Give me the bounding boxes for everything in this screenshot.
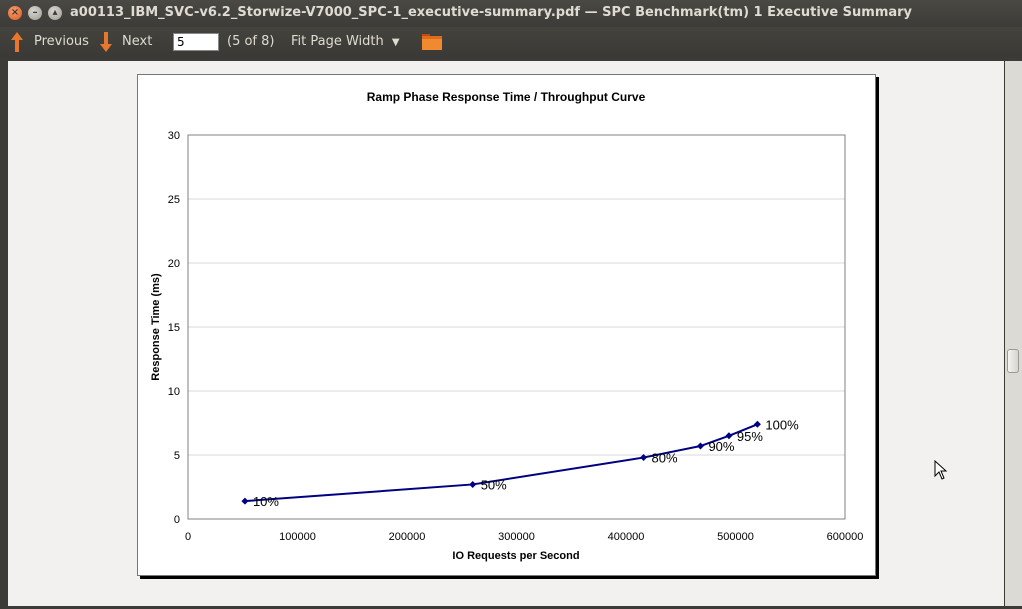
- data-point-marker: [753, 420, 761, 428]
- data-point-marker: [725, 432, 733, 440]
- y-tick-label: 0: [174, 514, 180, 526]
- maximize-icon[interactable]: ▴: [48, 6, 62, 20]
- y-tick-label: 25: [168, 194, 180, 206]
- data-point-marker: [469, 480, 477, 488]
- data-point-label: 100%: [765, 417, 799, 432]
- y-tick-label: 10: [168, 386, 180, 398]
- x-tick-label: 500000: [717, 531, 754, 543]
- data-point-label: 95%: [737, 429, 763, 444]
- data-points: 10% 50% 80% 90%95%100%: [241, 417, 799, 509]
- x-tick-label: 400000: [608, 531, 645, 543]
- up-arrow-icon[interactable]: [10, 31, 24, 53]
- series-line: [244, 423, 758, 503]
- zoom-select-label: Fit Page Width: [291, 34, 384, 49]
- chart-grid: [188, 198, 845, 456]
- x-tick-label: 0: [185, 531, 191, 543]
- document-view[interactable]: Ramp Phase Response Time / Throughput Cu…: [8, 61, 1004, 606]
- chart-title: Ramp Phase Response Time / Throughput Cu…: [367, 90, 646, 104]
- x-tick-label: 200000: [389, 531, 426, 543]
- zoom-select[interactable]: Fit Page Width ▼: [291, 34, 400, 49]
- page-count: (5 of 8): [227, 34, 275, 49]
- dropdown-arrow-icon: ▼: [391, 37, 400, 48]
- chart: Ramp Phase Response Time / Throughput Cu…: [150, 90, 863, 562]
- data-point-label: 90%: [708, 439, 734, 454]
- close-icon[interactable]: ×: [8, 6, 22, 20]
- previous-button[interactable]: Previous: [34, 34, 89, 49]
- x-tick-label: 100000: [279, 531, 316, 543]
- toolbar: Previous Next (5 of 8) Fit Page Width ▼: [0, 27, 1022, 58]
- data-point-marker: [640, 454, 648, 462]
- scrollbar-thumb[interactable]: [1007, 349, 1019, 373]
- data-point-marker: [241, 497, 249, 505]
- y-tick-label: 30: [168, 130, 180, 142]
- data-point-label: 10%: [253, 494, 279, 509]
- next-button[interactable]: Next: [122, 34, 153, 49]
- y-tick-label: 5: [174, 450, 180, 462]
- down-arrow-icon[interactable]: [99, 31, 113, 53]
- x-tick-label: 600000: [827, 531, 864, 543]
- window-title: a00113_IBM_SVC-v6.2_Storwize-V7000_SPC-1…: [70, 5, 913, 20]
- folder-icon[interactable]: [421, 32, 443, 51]
- pdf-page: Ramp Phase Response Time / Throughput Cu…: [137, 74, 876, 576]
- minimize-icon[interactable]: –: [28, 6, 42, 20]
- y-axis-ticks: 0 5 10 15 20 25 30: [168, 130, 180, 526]
- page-number-input[interactable]: [173, 33, 219, 51]
- mouse-cursor-icon: [934, 460, 948, 480]
- data-point-label: 80%: [652, 451, 678, 466]
- x-tick-label: 300000: [498, 531, 535, 543]
- x-axis-label: IO Requests per Second: [452, 550, 579, 562]
- y-axis-label: Response Time (ms): [150, 273, 162, 381]
- y-tick-label: 15: [168, 322, 180, 334]
- data-point-marker: [696, 442, 704, 450]
- data-point-label: 50%: [481, 477, 507, 492]
- plot-area: [187, 134, 846, 520]
- x-axis-ticks: 0 100000 200000 300000 400000 500000 600000: [185, 531, 863, 543]
- y-tick-label: 20: [168, 258, 180, 270]
- vertical-scrollbar[interactable]: [1005, 61, 1022, 606]
- title-bar: × – ▴ a00113_IBM_SVC-v6.2_Storwize-V7000…: [0, 0, 1022, 27]
